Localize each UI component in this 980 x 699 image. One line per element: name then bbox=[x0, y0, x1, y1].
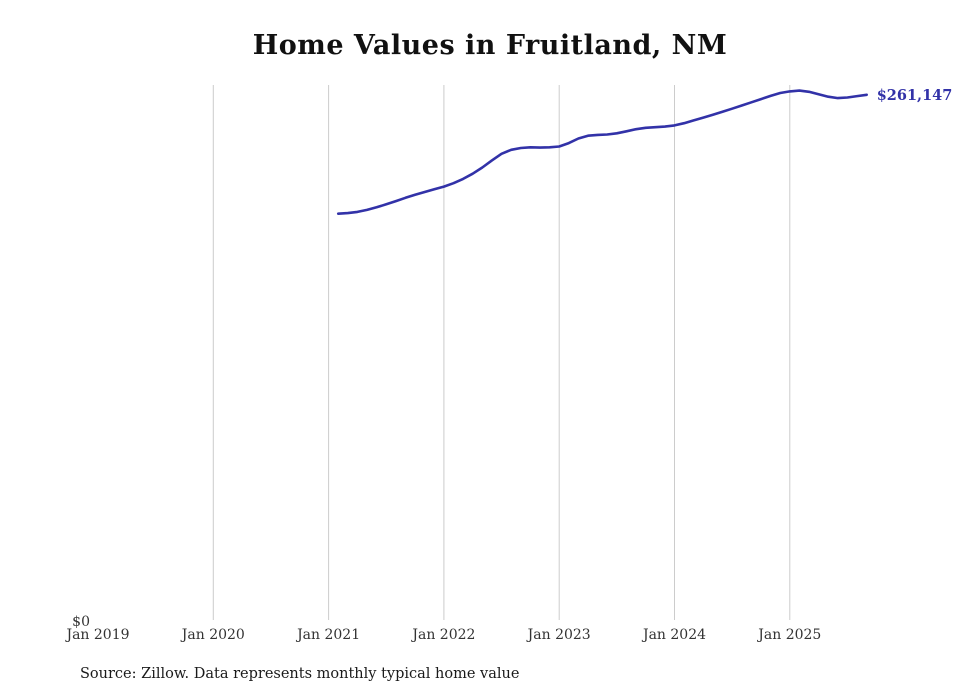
y-zero-label: $0 bbox=[72, 614, 90, 630]
x-tick-label: Jan 2025 bbox=[756, 627, 821, 643]
x-tick-label: Jan 2020 bbox=[180, 627, 245, 643]
x-tick-label: Jan 2023 bbox=[526, 627, 591, 643]
x-tick-label: Jan 2021 bbox=[295, 627, 360, 643]
source-note: Source: Zillow. Data represents monthly … bbox=[80, 666, 520, 682]
x-tick-label: Jan 2019 bbox=[64, 627, 129, 643]
chart-title: Home Values in Fruitland, NM bbox=[252, 30, 728, 61]
x-tick-label: Jan 2022 bbox=[410, 627, 475, 643]
x-tick-label: Jan 2024 bbox=[641, 627, 706, 643]
value-line bbox=[336, 89, 868, 215]
end-value-label: $261,147 bbox=[877, 87, 953, 104]
